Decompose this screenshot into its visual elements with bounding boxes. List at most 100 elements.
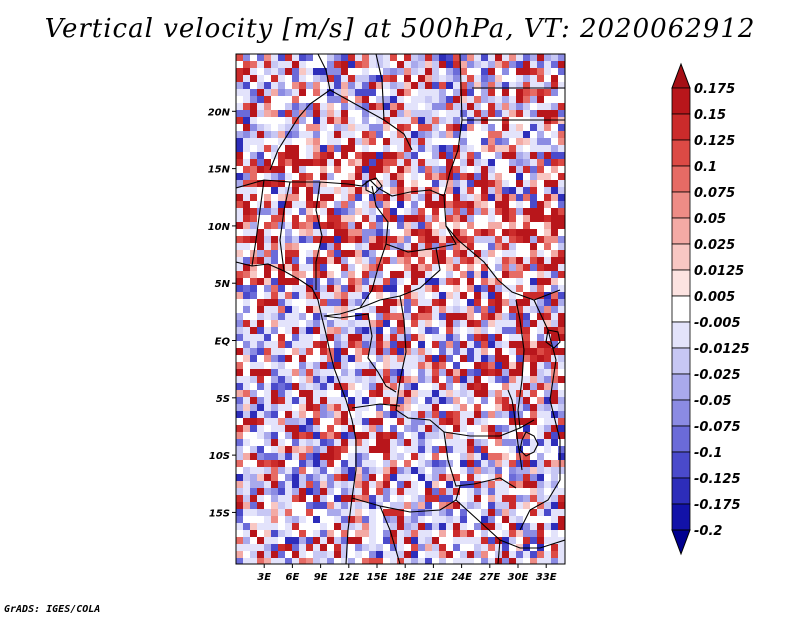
field-cell [502,348,509,355]
field-cell [439,453,446,460]
field-cell [327,320,334,327]
colorbar-label: 0.15 [694,108,726,123]
field-cell [425,285,432,292]
field-cell [453,89,460,96]
field-cell [292,453,299,460]
field-cell [264,320,271,327]
field-cell [432,558,439,564]
field-cell [250,446,257,453]
field-cell [418,215,425,222]
field-cell [537,362,544,369]
field-cell [320,173,327,180]
field-cell [320,460,327,467]
field-cell [537,383,544,390]
field-cell [306,341,313,348]
field-cell [460,138,467,145]
field-cell [425,82,432,89]
field-cell [348,411,355,418]
colorbar-label: -0.005 [694,316,741,331]
field-cell [404,481,411,488]
field-cell [278,397,285,404]
lon-tick-label: 15E [367,572,388,583]
field-cell [320,362,327,369]
field-cell [292,523,299,530]
field-cell [481,320,488,327]
field-cell [537,75,544,82]
field-cell [425,348,432,355]
field-cell [278,411,285,418]
field-cell [537,89,544,96]
field-cell [292,257,299,264]
field-cell [355,383,362,390]
field-cell [376,236,383,243]
field-cell [558,320,565,327]
field-cell [418,544,425,551]
field-cell [439,502,446,509]
field-cell [383,152,390,159]
field-cell [411,369,418,376]
field-cell [558,103,565,110]
field-cell [558,222,565,229]
field-cell [243,271,250,278]
field-cell [348,110,355,117]
field-cell [362,383,369,390]
field-cell [551,453,558,460]
field-cell [397,180,404,187]
field-cell [460,488,467,495]
field-cell [369,215,376,222]
field-cell [383,355,390,362]
field-cell [362,348,369,355]
field-cell [474,222,481,229]
field-cell [516,439,523,446]
field-cell [369,159,376,166]
field-cell [334,432,341,439]
field-cell [544,439,551,446]
field-cell [397,166,404,173]
field-cell [313,460,320,467]
field-cell [418,152,425,159]
field-cell [530,551,537,558]
field-cell [460,530,467,537]
field-cell [432,390,439,397]
field-cell [299,411,306,418]
field-cell [292,306,299,313]
field-cell [495,131,502,138]
field-cell [320,257,327,264]
field-cell [271,481,278,488]
field-cell [558,334,565,341]
field-cell [523,306,530,313]
field-cell [530,187,537,194]
field-cell [327,495,334,502]
field-cell [341,530,348,537]
field-cell [432,201,439,208]
field-cell [362,110,369,117]
field-cell [411,173,418,180]
field-cell [285,397,292,404]
field-cell [299,236,306,243]
field-cell [327,362,334,369]
field-cell [432,551,439,558]
field-cell [502,299,509,306]
field-cell [460,355,467,362]
field-cell [544,544,551,551]
field-cell [292,376,299,383]
field-cell [509,243,516,250]
field-cell [404,537,411,544]
field-cell [348,75,355,82]
field-cell [292,425,299,432]
field-cell [411,166,418,173]
field-cell [334,117,341,124]
field-cell [530,383,537,390]
field-cell [432,383,439,390]
field-cell [509,502,516,509]
field-cell [460,75,467,82]
field-cell [551,264,558,271]
field-cell [537,61,544,68]
field-cell [453,250,460,257]
field-cell [271,453,278,460]
field-cell [257,404,264,411]
field-cell [537,215,544,222]
field-cell [278,551,285,558]
field-cell [495,236,502,243]
field-cell [418,82,425,89]
